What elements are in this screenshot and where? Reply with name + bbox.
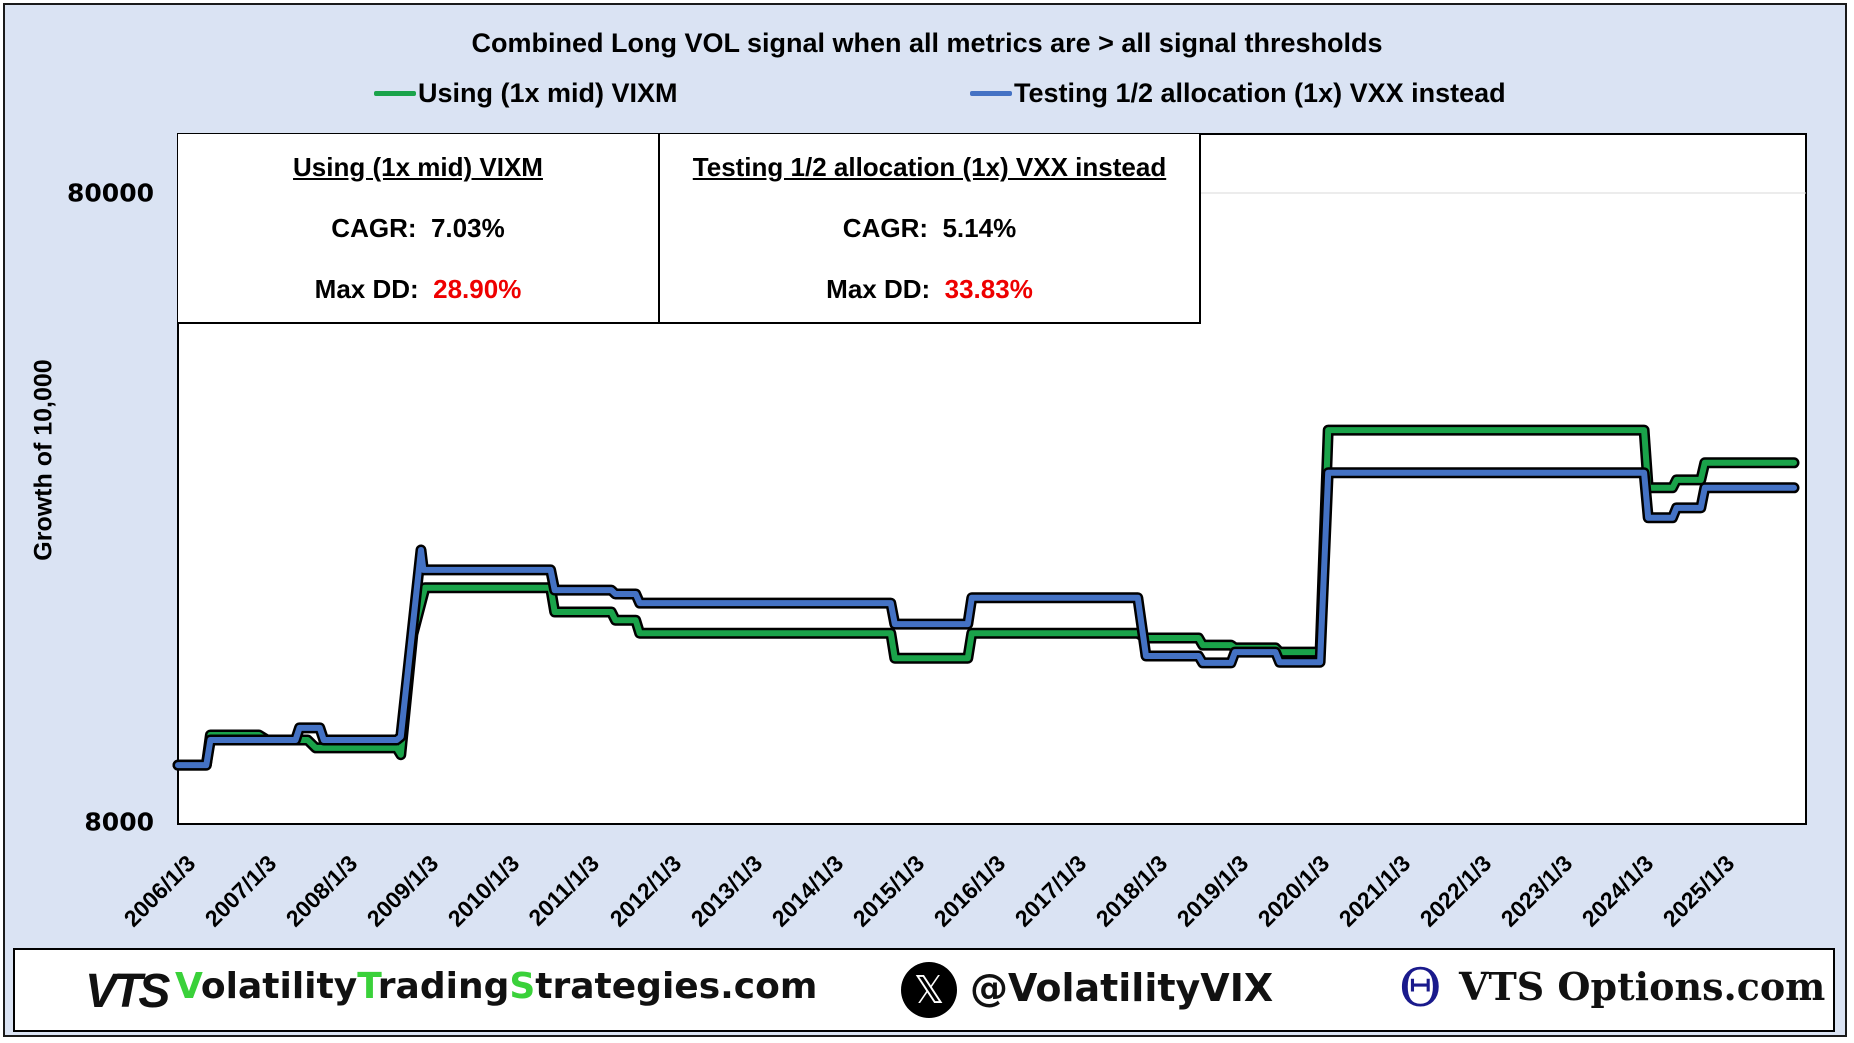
cagr-value: 5.14%	[942, 213, 1017, 243]
options-site-link[interactable]: VTS Options.com	[1459, 964, 1826, 1009]
series-line-vxx	[175, 469, 1797, 769]
stats-cagr-vxx: CAGR: 5.14%	[660, 213, 1199, 244]
stats-table: Using (1x mid) VIXM CAGR: 7.03% Max DD: …	[178, 134, 1201, 324]
x-logo-icon: 𝕏	[901, 962, 957, 1018]
stats-column-vixm: Using (1x mid) VIXM CAGR: 7.03% Max DD: …	[178, 134, 658, 322]
stats-header-vixm: Using (1x mid) VIXM	[293, 152, 543, 182]
legend-swatch-green	[374, 91, 416, 96]
vts-logo-icon: VTS	[85, 965, 170, 1018]
stats-header-vxx: Testing 1/2 allocation (1x) VXX instead	[692, 152, 1167, 182]
legend-label-vixm: Using (1x mid) VIXM	[418, 78, 678, 108]
stats-cagr-vixm: CAGR: 7.03%	[178, 213, 658, 244]
y-tick-label-80000: 80000	[67, 178, 154, 208]
stats-maxdd-vixm: Max DD: 28.90%	[178, 274, 658, 305]
legend-swatch-blue	[970, 91, 1012, 96]
cagr-label: CAGR:	[842, 213, 929, 243]
site-part: V	[175, 966, 201, 1007]
stats-column-vxx: Testing 1/2 allocation (1x) VXX instead …	[658, 134, 1199, 322]
chart-title: Combined Long VOL signal when all metric…	[471, 28, 1383, 58]
series-layer	[172, 424, 1800, 771]
legend-label-vxx: Testing 1/2 allocation (1x) VXX instead	[1014, 78, 1506, 108]
footer-banner: VTS VolatilityTradingStrategies.com 𝕏 @V…	[13, 948, 1835, 1032]
site-part: rading	[377, 966, 510, 1007]
cagr-value: 7.03%	[430, 213, 505, 243]
y-tick-label-8000: 8000	[84, 807, 154, 837]
legend-item-vixm: Using (1x mid) VIXM	[374, 78, 678, 109]
legend-item-vxx: Testing 1/2 allocation (1x) VXX instead	[970, 78, 1506, 109]
site-part: T	[357, 966, 378, 1007]
site-part: trategies.com	[535, 966, 818, 1007]
maxdd-value: 28.90%	[433, 274, 522, 304]
stats-maxdd-vxx: Max DD: 33.83%	[660, 274, 1199, 305]
maxdd-value: 33.83%	[944, 274, 1033, 304]
cagr-label: CAGR:	[331, 213, 417, 243]
site-part: olatility	[200, 966, 358, 1007]
maxdd-label: Max DD:	[314, 274, 419, 304]
site-part: S	[509, 966, 536, 1007]
website-link[interactable]: VolatilityTradingStrategies.com	[175, 966, 817, 1007]
maxdd-label: Max DD:	[826, 274, 931, 304]
twitter-handle[interactable]: @VolatilityVIX	[970, 966, 1274, 1010]
series-line-vixm	[175, 427, 1797, 769]
theta-logo-icon: Θ	[1399, 959, 1442, 1019]
